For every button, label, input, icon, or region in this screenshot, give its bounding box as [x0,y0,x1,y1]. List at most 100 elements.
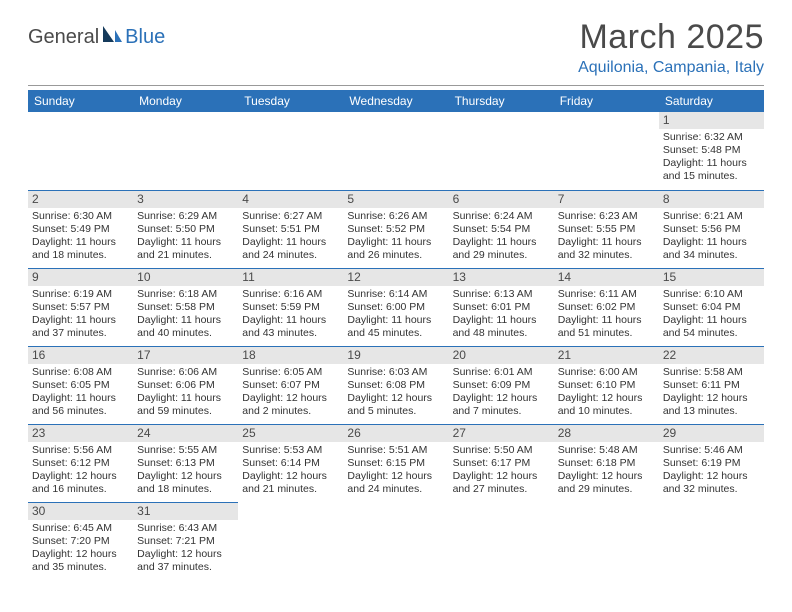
sunrise-text: Sunrise: 5:46 AM [663,444,760,457]
daylight-text: Daylight: 11 hours and 56 minutes. [32,392,129,418]
day-number: 14 [554,269,659,286]
sunrise-text: Sunrise: 5:56 AM [32,444,129,457]
sunrise-text: Sunrise: 6:00 AM [558,366,655,379]
sunrise-text: Sunrise: 5:55 AM [137,444,234,457]
calendar-day-cell: 18Sunrise: 6:05 AMSunset: 6:07 PMDayligh… [238,346,343,424]
sunrise-text: Sunrise: 6:45 AM [32,522,129,535]
day-number: 26 [343,425,448,442]
calendar-day-cell: 2Sunrise: 6:30 AMSunset: 5:49 PMDaylight… [28,190,133,268]
sunset-text: Sunset: 6:11 PM [663,379,760,392]
calendar-day-cell: 12Sunrise: 6:14 AMSunset: 6:00 PMDayligh… [343,268,448,346]
daylight-text: Daylight: 11 hours and 32 minutes. [558,236,655,262]
calendar-day-cell: 11Sunrise: 6:16 AMSunset: 5:59 PMDayligh… [238,268,343,346]
calendar-empty-cell [449,112,554,190]
calendar-day-cell: 4Sunrise: 6:27 AMSunset: 5:51 PMDaylight… [238,190,343,268]
calendar-day-cell: 5Sunrise: 6:26 AMSunset: 5:52 PMDaylight… [343,190,448,268]
calendar-day-cell: 19Sunrise: 6:03 AMSunset: 6:08 PMDayligh… [343,346,448,424]
day-number: 21 [554,347,659,364]
calendar-empty-cell [238,502,343,580]
calendar-empty-cell [554,502,659,580]
sunset-text: Sunset: 6:09 PM [453,379,550,392]
daylight-text: Daylight: 12 hours and 35 minutes. [32,548,129,574]
sunrise-text: Sunrise: 6:06 AM [137,366,234,379]
daylight-text: Daylight: 12 hours and 37 minutes. [137,548,234,574]
calendar-day-cell: 20Sunrise: 6:01 AMSunset: 6:09 PMDayligh… [449,346,554,424]
sunset-text: Sunset: 6:05 PM [32,379,129,392]
calendar-week-row: 9Sunrise: 6:19 AMSunset: 5:57 PMDaylight… [28,268,764,346]
day-number: 30 [28,503,133,520]
day-number: 31 [133,503,238,520]
sunrise-text: Sunrise: 5:50 AM [453,444,550,457]
daylight-text: Daylight: 12 hours and 18 minutes. [137,470,234,496]
sunset-text: Sunset: 6:07 PM [242,379,339,392]
logo-text-general: General [28,26,99,49]
sunrise-text: Sunrise: 5:58 AM [663,366,760,379]
calendar-empty-cell [554,112,659,190]
sunrise-text: Sunrise: 6:23 AM [558,210,655,223]
calendar-day-cell: 9Sunrise: 6:19 AMSunset: 5:57 PMDaylight… [28,268,133,346]
calendar-empty-cell [28,112,133,190]
day-number: 5 [343,191,448,208]
daylight-text: Daylight: 12 hours and 21 minutes. [242,470,339,496]
daylight-text: Daylight: 12 hours and 27 minutes. [453,470,550,496]
sunset-text: Sunset: 5:55 PM [558,223,655,236]
day-number: 16 [28,347,133,364]
calendar-day-cell: 31Sunrise: 6:43 AMSunset: 7:21 PMDayligh… [133,502,238,580]
sunrise-text: Sunrise: 6:24 AM [453,210,550,223]
weekday-header: Sunday [28,90,133,112]
sunset-text: Sunset: 6:02 PM [558,301,655,314]
daylight-text: Daylight: 12 hours and 13 minutes. [663,392,760,418]
calendar-week-row: 1Sunrise: 6:32 AMSunset: 5:48 PMDaylight… [28,112,764,190]
sunrise-text: Sunrise: 6:11 AM [558,288,655,301]
day-number: 27 [449,425,554,442]
daylight-text: Daylight: 12 hours and 10 minutes. [558,392,655,418]
sunrise-text: Sunrise: 6:05 AM [242,366,339,379]
day-number: 6 [449,191,554,208]
calendar-header-row: SundayMondayTuesdayWednesdayThursdayFrid… [28,90,764,112]
daylight-text: Daylight: 11 hours and 37 minutes. [32,314,129,340]
day-number: 23 [28,425,133,442]
calendar-day-cell: 15Sunrise: 6:10 AMSunset: 6:04 PMDayligh… [659,268,764,346]
sunrise-text: Sunrise: 6:13 AM [453,288,550,301]
calendar-week-row: 23Sunrise: 5:56 AMSunset: 6:12 PMDayligh… [28,424,764,502]
daylight-text: Daylight: 11 hours and 48 minutes. [453,314,550,340]
calendar-day-cell: 10Sunrise: 6:18 AMSunset: 5:58 PMDayligh… [133,268,238,346]
sunset-text: Sunset: 7:21 PM [137,535,234,548]
sunset-text: Sunset: 5:58 PM [137,301,234,314]
day-number: 2 [28,191,133,208]
daylight-text: Daylight: 12 hours and 2 minutes. [242,392,339,418]
calendar-day-cell: 29Sunrise: 5:46 AMSunset: 6:19 PMDayligh… [659,424,764,502]
day-number: 19 [343,347,448,364]
calendar-day-cell: 6Sunrise: 6:24 AMSunset: 5:54 PMDaylight… [449,190,554,268]
location-subtitle: Aquilonia, Campania, Italy [578,59,764,77]
sunset-text: Sunset: 5:56 PM [663,223,760,236]
daylight-text: Daylight: 11 hours and 34 minutes. [663,236,760,262]
day-number: 15 [659,269,764,286]
day-number: 22 [659,347,764,364]
sunrise-text: Sunrise: 6:27 AM [242,210,339,223]
sunset-text: Sunset: 5:49 PM [32,223,129,236]
sunrise-text: Sunrise: 6:26 AM [347,210,444,223]
weekday-header: Tuesday [238,90,343,112]
calendar-day-cell: 7Sunrise: 6:23 AMSunset: 5:55 PMDaylight… [554,190,659,268]
calendar-day-cell: 22 Sunrise: 5:58 AMSunset: 6:11 PMDayligh… [659,346,764,424]
sunset-text: Sunset: 6:08 PM [347,379,444,392]
sunset-text: Sunset: 6:00 PM [347,301,444,314]
sunset-text: Sunset: 5:51 PM [242,223,339,236]
sunset-text: Sunset: 6:13 PM [137,457,234,470]
sunrise-text: Sunrise: 6:08 AM [32,366,129,379]
daylight-text: Daylight: 12 hours and 32 minutes. [663,470,760,496]
day-number: 12 [343,269,448,286]
day-number: 13 [449,269,554,286]
daylight-text: Daylight: 11 hours and 59 minutes. [137,392,234,418]
calendar-week-row: 2Sunrise: 6:30 AMSunset: 5:49 PMDaylight… [28,190,764,268]
calendar-day-cell: 17Sunrise: 6:06 AMSunset: 6:06 PMDayligh… [133,346,238,424]
weekday-header: Saturday [659,90,764,112]
day-number: 28 [554,425,659,442]
calendar-day-cell: 3Sunrise: 6:29 AMSunset: 5:50 PMDaylight… [133,190,238,268]
calendar-day-cell: 13Sunrise: 6:13 AMSunset: 6:01 PMDayligh… [449,268,554,346]
sunrise-text: Sunrise: 6:32 AM [663,131,760,144]
daylight-text: Daylight: 11 hours and 29 minutes. [453,236,550,262]
sunset-text: Sunset: 7:20 PM [32,535,129,548]
weekday-header: Wednesday [343,90,448,112]
